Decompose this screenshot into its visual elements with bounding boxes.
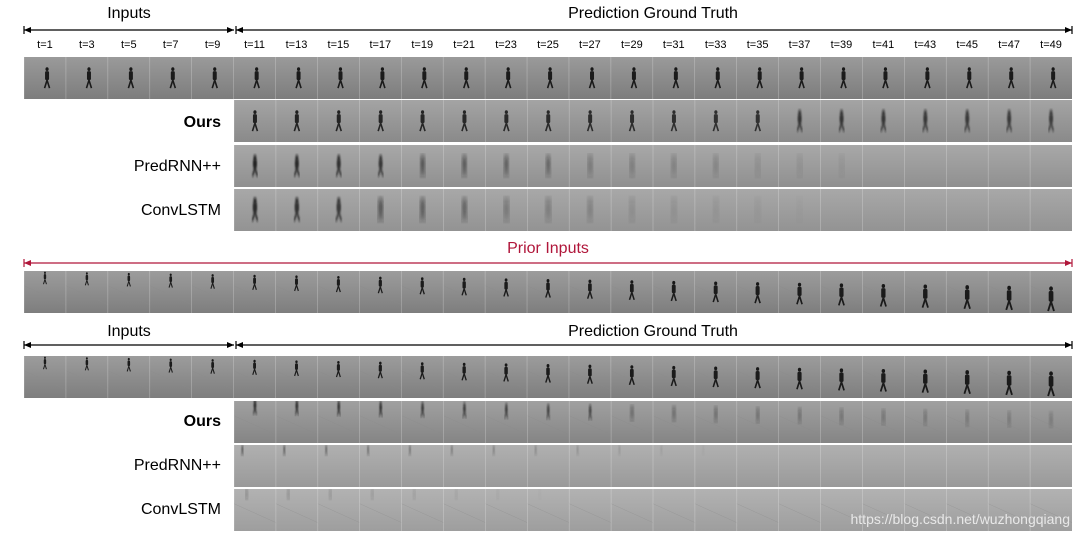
timestep-label: t=47 [998,39,1020,51]
timestep-label: t=33 [704,39,727,51]
inputs-span-arrow-2 [23,341,1073,349]
timestep-label: t=35 [746,39,769,51]
timestep-label: t=37 [788,39,811,51]
timestep-label: t=31 [662,39,685,51]
timestep-label: t=19 [411,39,434,51]
convlstm-label-2: ConvLSTM [140,501,221,518]
prediction-ground-truth-header-2: Prediction Ground Truth [568,323,738,340]
prior-inputs-header: Prior Inputs [507,240,589,257]
timestep-label: t=27 [579,39,601,51]
ground-truth-strip-2 [24,356,1072,398]
prior-inputs-span-arrow [23,259,1073,267]
inputs-header-2: Inputs [107,323,151,340]
watermark-text: https://blog.csdn.net/wuzhongqiang [850,511,1071,527]
convlstm-label: ConvLSTM [140,202,221,219]
prior-inputs-strip [24,271,1072,313]
inputs-span-arrow [23,26,1073,34]
timestep-label: t=49 [1040,39,1062,51]
predrnn-label-2: PredRNN++ [133,457,221,474]
predrnn-label: PredRNN++ [133,158,221,175]
timestep-label: t=25 [537,39,559,51]
timestep-label: t=45 [956,39,979,51]
ours-strip [234,100,1072,142]
ours-label-2: Ours [183,413,221,430]
timestep-label: t=13 [285,39,308,51]
ground-truth-strip [24,57,1072,99]
timestep-label: t=43 [914,39,937,51]
timestep-label: t=3 [79,39,95,51]
convlstm-strip-2 [234,489,1072,531]
timestep-label: t=7 [162,39,179,51]
timestep-label: t=15 [327,39,350,51]
convlstm-strip [234,189,1072,231]
timestep-label: t=1 [37,39,53,51]
ours-strip-2 [234,401,1072,443]
timestep-labels: t=1 t=3 t=5 t=7 t=9 t=11 t=13 t=15 t=17 t=19 t=21 t… [24,38,1072,52]
timestep-label: t=11 [244,39,265,51]
timestep-label: t=29 [620,39,643,51]
inputs-header: Inputs [107,5,151,22]
prediction-ground-truth-header: Prediction Ground Truth [568,5,738,22]
timestep-label: t=5 [120,39,137,51]
timestep-label: t=23 [495,39,517,51]
ours-label: Ours [183,114,221,131]
timestep-label: t=39 [830,39,853,51]
timestep-label: t=9 [204,39,221,51]
timestep-label: t=17 [369,39,392,51]
predrnn-strip [234,145,1072,187]
predrnn-strip-2 [234,445,1072,487]
timestep-label: t=41 [872,39,895,51]
timestep-label: t=21 [453,39,475,51]
